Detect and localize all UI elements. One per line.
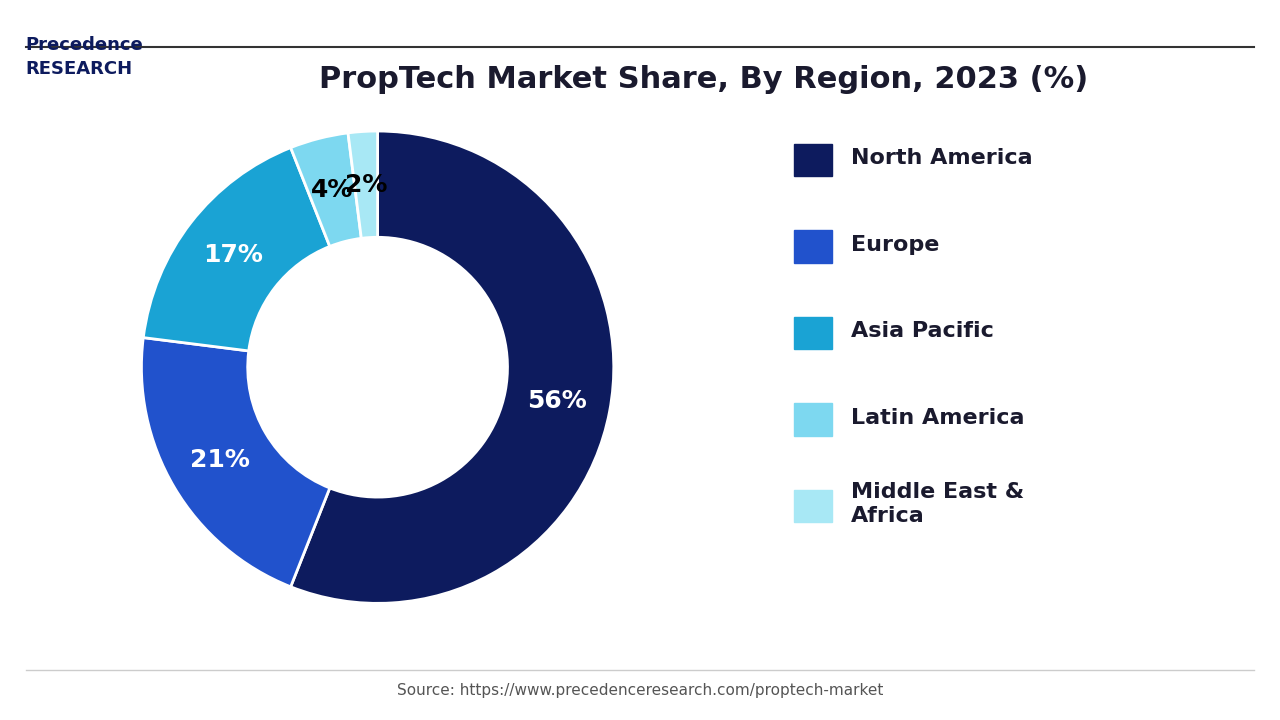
Wedge shape <box>143 148 330 351</box>
Text: Asia Pacific: Asia Pacific <box>851 321 995 341</box>
Text: Europe: Europe <box>851 235 940 255</box>
Text: 2%: 2% <box>344 173 388 197</box>
Text: 56%: 56% <box>527 390 588 413</box>
Wedge shape <box>142 338 330 587</box>
Wedge shape <box>291 133 361 246</box>
Text: 4%: 4% <box>311 178 353 202</box>
Wedge shape <box>348 131 378 238</box>
Text: North America: North America <box>851 148 1033 168</box>
Text: Source: https://www.precedenceresearch.com/proptech-market: Source: https://www.precedenceresearch.c… <box>397 683 883 698</box>
Text: 21%: 21% <box>191 449 250 472</box>
Text: Latin America: Latin America <box>851 408 1025 428</box>
Text: Middle East &
Africa: Middle East & Africa <box>851 482 1024 526</box>
Wedge shape <box>291 131 613 603</box>
Text: 17%: 17% <box>204 243 262 267</box>
Text: PropTech Market Share, By Region, 2023 (%): PropTech Market Share, By Region, 2023 (… <box>320 65 1088 94</box>
Text: Precedence
RESEARCH: Precedence RESEARCH <box>26 36 143 78</box>
